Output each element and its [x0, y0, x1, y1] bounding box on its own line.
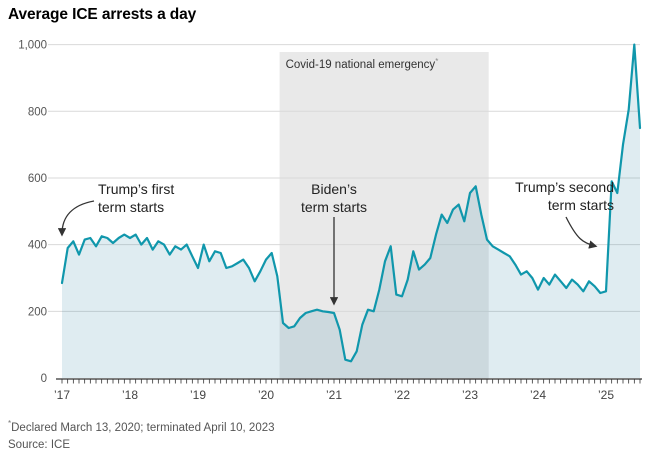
x-tick-label: ’25 [598, 388, 614, 402]
annotation-text: Trump’s first term starts [98, 181, 174, 215]
y-tick-label: 600 [28, 173, 47, 185]
annotation-arrow [565, 216, 598, 249]
annotation-arrow [57, 200, 95, 237]
covid-band [279, 52, 489, 380]
x-tick-label: ’19 [190, 388, 206, 402]
x-tick-label: ’24 [530, 388, 546, 402]
chart-title: Average ICE arrests a day [8, 6, 197, 23]
footnote-text: Declared March 13, 2020; terminated Apri… [11, 421, 275, 434]
y-tick-label: 800 [28, 106, 47, 118]
y-tick-label: 0 [41, 373, 47, 385]
footnote-marker: * [8, 419, 12, 428]
annotation-text: Biden’s term starts [301, 181, 367, 215]
series-line [60, 43, 642, 363]
x-tick-label: ’23 [462, 388, 478, 402]
footnote: *Declared March 13, 2020; terminated Apr… [8, 418, 275, 437]
x-tick-label: ’22 [394, 388, 410, 402]
covid-band-label: Covid-19 national emergency* [286, 57, 439, 71]
y-tick-label: 400 [28, 240, 47, 252]
annotation-text: Trump’s second term starts [515, 179, 614, 213]
series-area [62, 44, 640, 378]
x-tick-label: ’20 [258, 388, 274, 402]
x-tick-label: ’17 [54, 388, 70, 402]
chart-footer: *Declared March 13, 2020; terminated Apr… [8, 418, 275, 454]
y-tick-label: 1,000 [18, 40, 47, 52]
source-line: Source: ICE [8, 439, 70, 452]
x-tick-label: ’18 [122, 388, 138, 402]
y-tick-label: 200 [28, 306, 47, 318]
x-tick-label: ’21 [326, 388, 342, 402]
